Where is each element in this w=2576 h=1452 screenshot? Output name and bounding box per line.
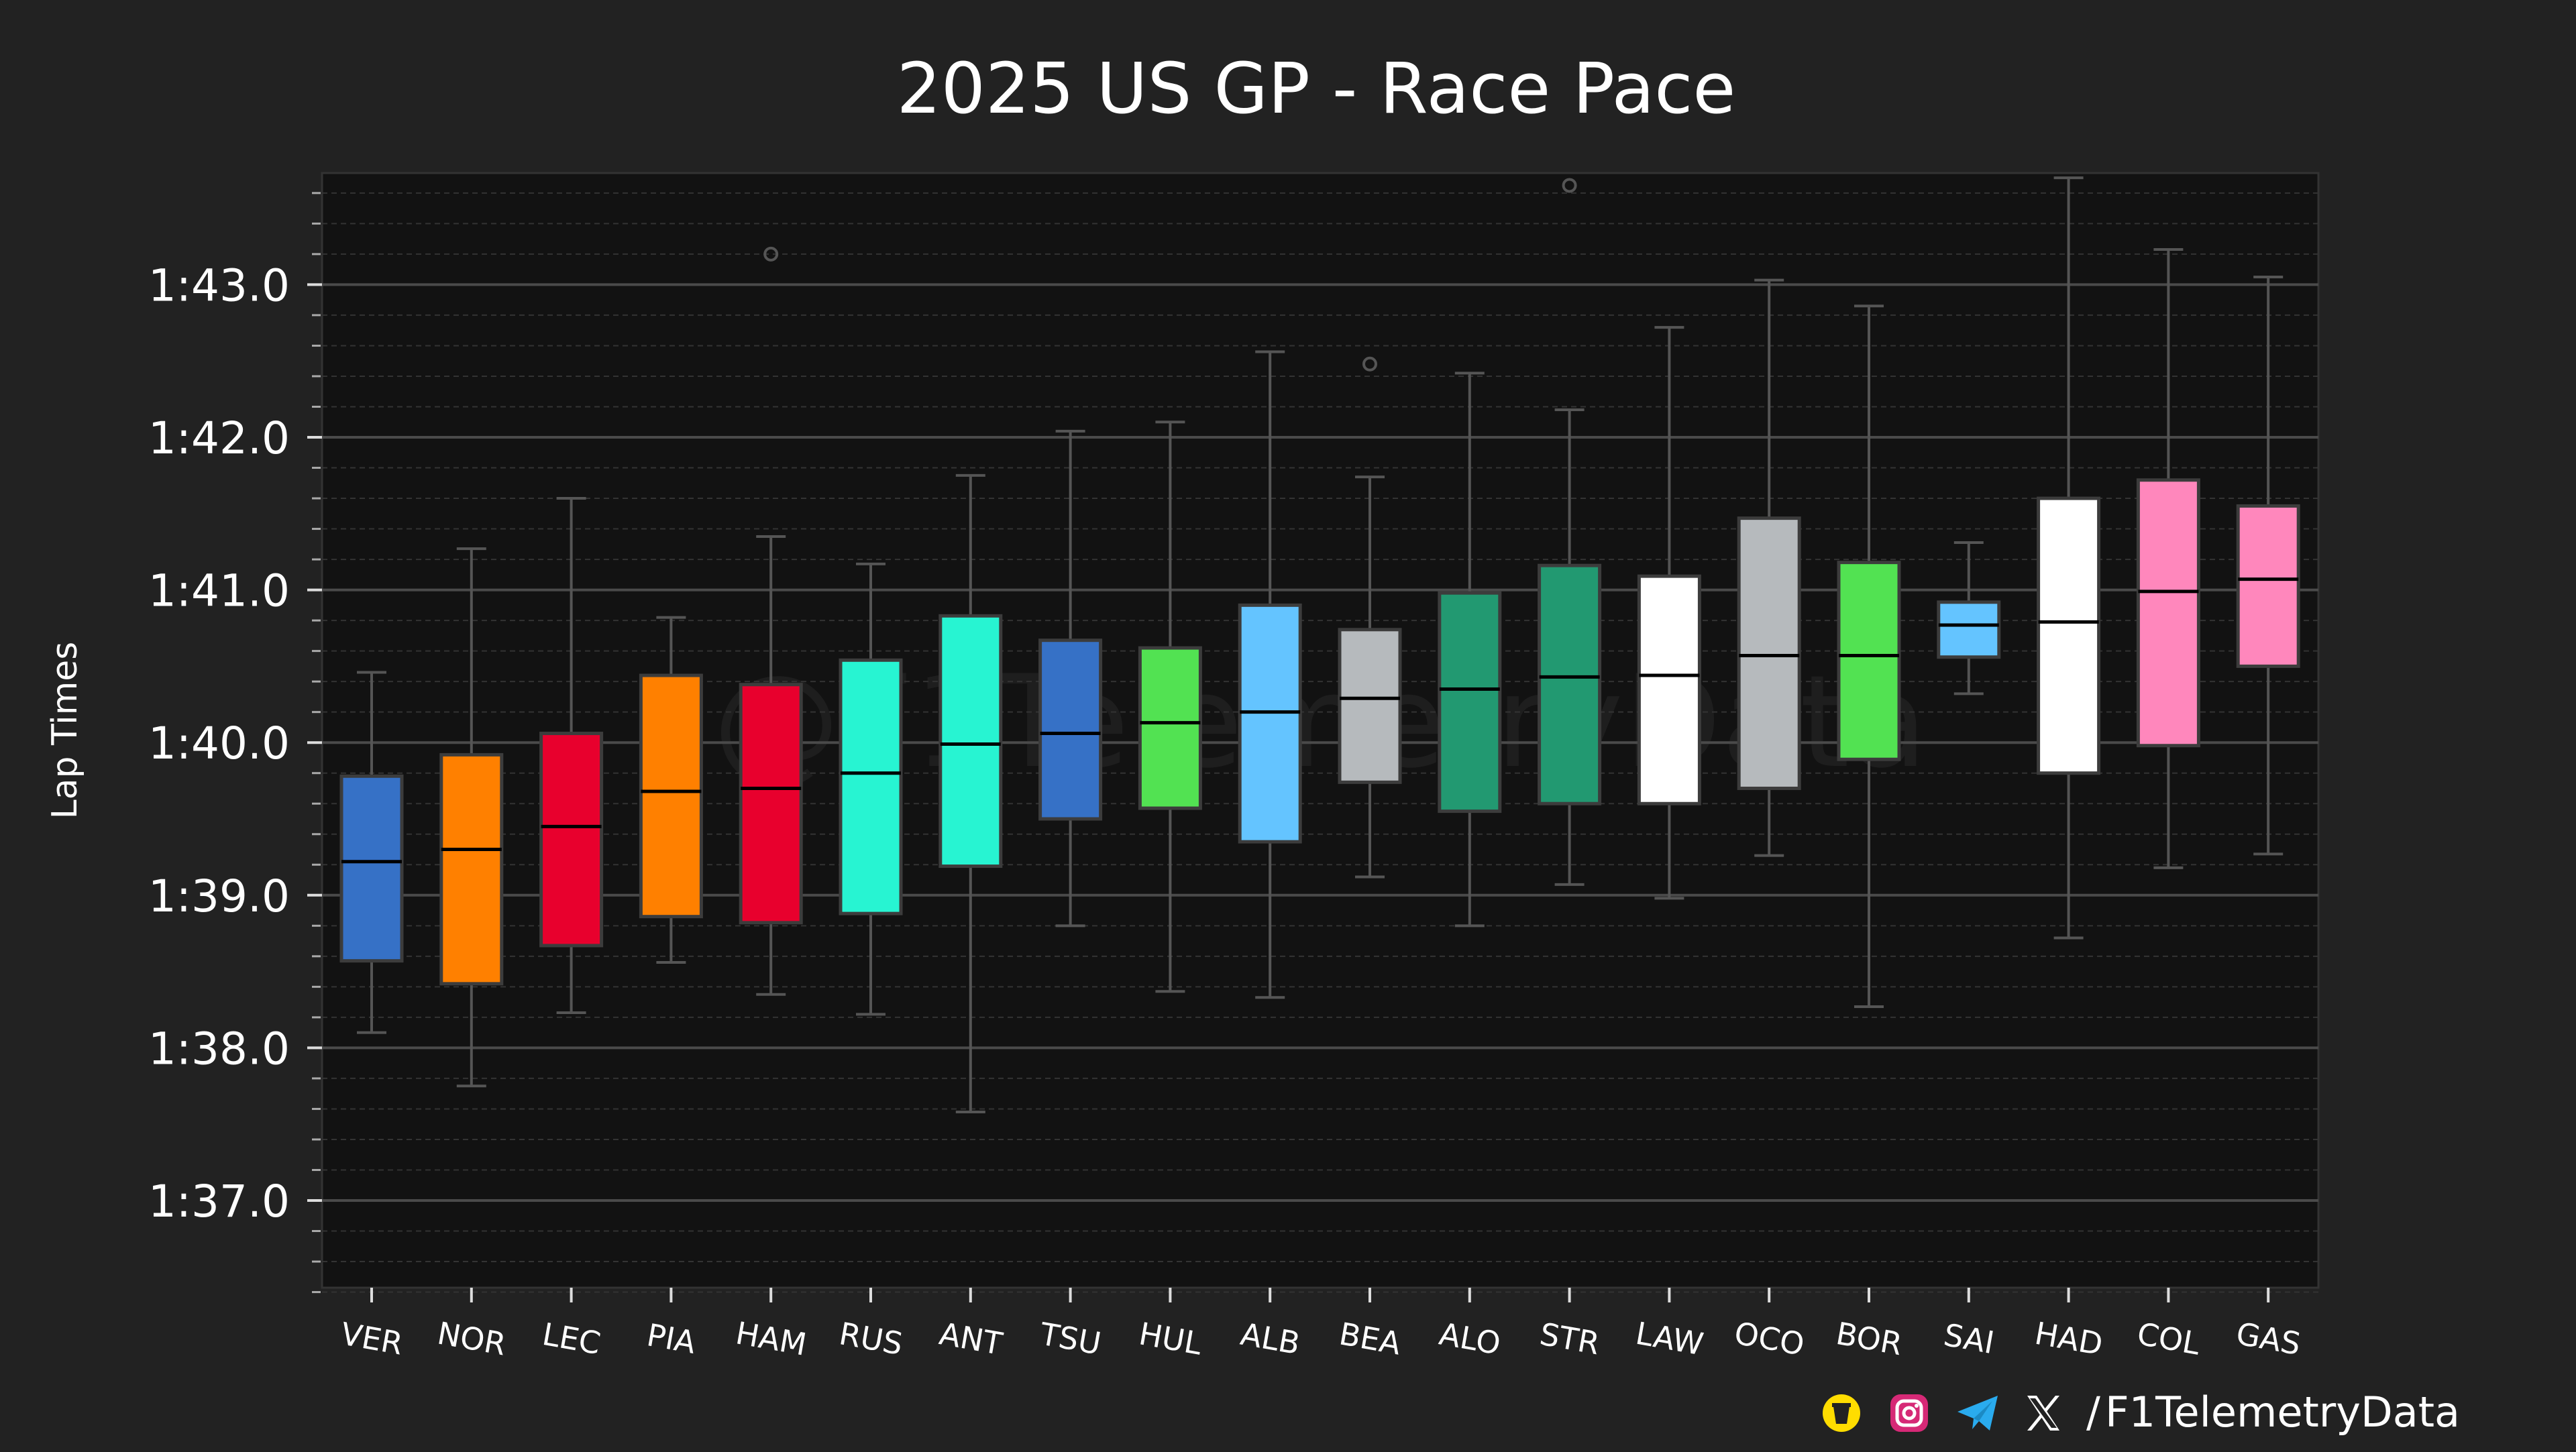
box-nor[interactable] [439,547,504,1088]
y-tick-label: 1:40.0 [148,718,290,769]
box-lec[interactable] [539,497,604,1015]
box-body [1637,574,1701,805]
chart-title: 2025 US GP - Race Pace [897,48,1736,129]
instagram-icon[interactable] [1890,1394,1928,1432]
box-body [339,774,404,963]
box-body [1438,591,1502,814]
box-had[interactable] [2037,176,2101,940]
box-body [1937,600,2001,659]
box-body [1737,516,1801,790]
x-tick-label: SAI [1941,1317,1996,1361]
y-axis-title: Lap Times [45,642,85,820]
box-body [2136,478,2200,748]
x-tick-label: PIA [644,1317,699,1361]
footer-handle[interactable]: F1TelemetryData [2105,1388,2460,1437]
box-body [639,673,703,919]
box-body [1238,603,1302,844]
box-ham[interactable] [739,246,803,996]
box-body [1837,561,1901,761]
footer-separator: / [2086,1388,2100,1437]
box-rus[interactable] [839,562,903,1016]
box-ver[interactable] [339,671,404,1034]
y-tick-label: 1:41.0 [148,565,290,617]
box-plots [339,176,2300,1113]
box-sai[interactable] [1937,541,2001,695]
box-body [2037,496,2101,775]
box-alb[interactable] [1238,350,1302,999]
box-bor[interactable] [1837,304,1901,1008]
box-bea[interactable] [1338,356,1402,879]
outlier-point [1562,178,1577,193]
box-body [1538,563,1602,805]
box-body [839,658,903,915]
y-tick-label: 1:39.0 [148,871,290,922]
box-pia[interactable] [639,616,703,964]
y-tick-label: 1:43.0 [148,260,290,311]
x-icon[interactable] [2027,1396,2059,1431]
box-law[interactable] [1637,326,1701,900]
watermark: @F1TelemetryData [712,648,1927,796]
x-axis: VER NOR LEC PIA HAM RUS ANT TSU HUL ALB BEA ALO STR L… [338,1288,2304,1363]
box-body [739,683,803,925]
box-body [938,614,1003,869]
box-oco[interactable] [1737,278,1801,857]
y-tick-label: 1:38.0 [148,1023,290,1074]
box-alo[interactable] [1438,372,1502,928]
box-body [539,732,604,948]
y-axis: 1:37.0 1:38.0 1:39.0 1:40.0 1:41.0 1:42.0 1:43… [148,192,322,1294]
buymeacoffee-icon[interactable] [1823,1394,1860,1432]
y-tick-label: 1:42.0 [148,412,290,464]
grid-lines [322,192,2318,1293]
box-body [2236,504,2300,668]
box-body [1138,646,1202,810]
box-str[interactable] [1538,178,1602,886]
outlier-point [1362,356,1377,372]
telegram-icon[interactable] [1957,1396,1998,1431]
box-gas[interactable] [2236,276,2300,856]
box-body [1338,628,1402,784]
box-hul[interactable] [1138,421,1202,993]
y-tick-label: 1:37.0 [148,1176,290,1227]
box-tsu[interactable] [1038,429,1103,928]
box-body [1038,638,1103,821]
outlier-point [763,246,779,262]
footer: / F1TelemetryData [1823,1388,2460,1437]
box-body [439,752,504,986]
box-col[interactable] [2136,248,2200,869]
box-ant[interactable] [938,473,1003,1113]
